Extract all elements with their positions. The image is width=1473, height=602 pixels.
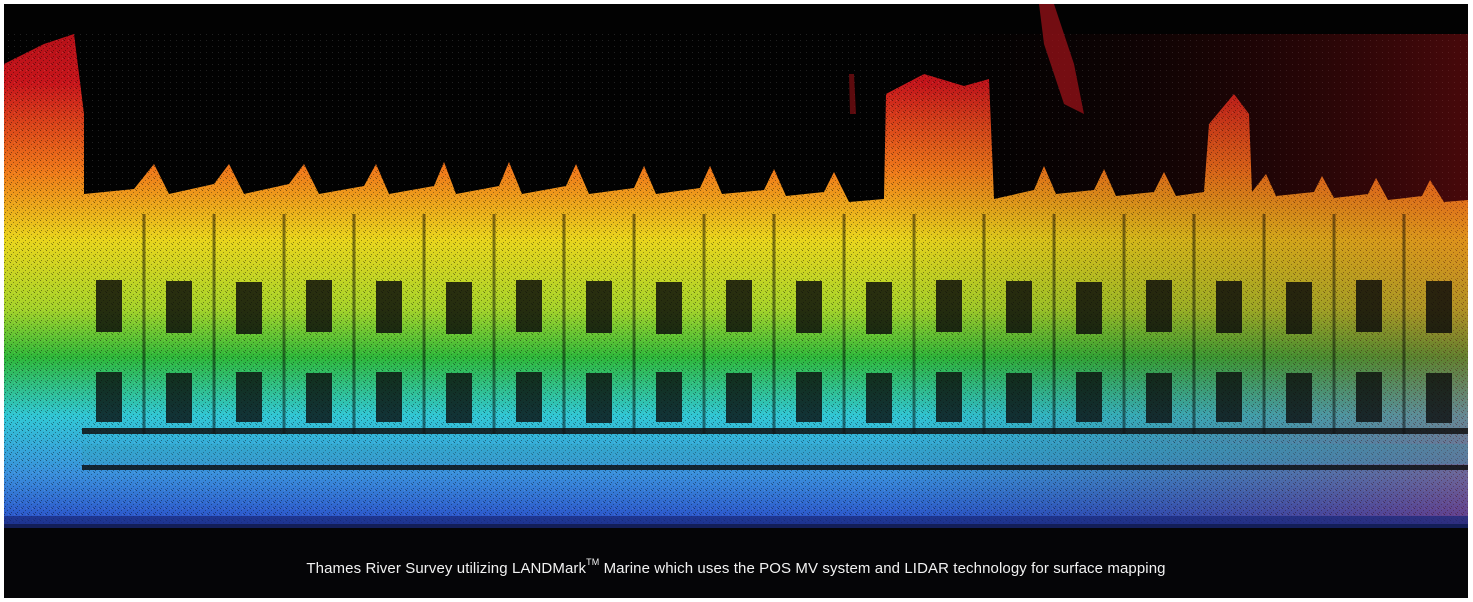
caption-prefix: Thames River Survey utilizing LANDMark — [306, 560, 587, 577]
window — [586, 373, 612, 423]
window — [376, 372, 402, 422]
upper-windows — [96, 280, 1452, 334]
window — [1286, 282, 1312, 334]
window — [586, 281, 612, 333]
window — [516, 280, 542, 332]
window — [236, 372, 262, 422]
window — [1076, 282, 1102, 334]
buttresses — [142, 214, 1406, 434]
window — [936, 372, 962, 422]
window — [726, 280, 752, 332]
window — [1076, 372, 1102, 422]
window — [1216, 281, 1242, 333]
window — [1006, 373, 1032, 423]
window — [236, 282, 262, 334]
window — [516, 372, 542, 422]
window — [1006, 281, 1032, 333]
window — [1146, 280, 1172, 332]
window — [446, 282, 472, 334]
window — [656, 372, 682, 422]
window — [166, 281, 192, 333]
window — [866, 373, 892, 423]
window — [306, 373, 332, 423]
window — [1356, 372, 1382, 422]
window — [306, 280, 332, 332]
window — [1426, 373, 1452, 423]
window — [796, 372, 822, 422]
window — [1146, 373, 1172, 423]
lower-windows — [96, 372, 1452, 423]
window — [1426, 281, 1452, 333]
window — [446, 373, 472, 423]
lidar-point-cloud-image — [4, 4, 1468, 598]
window — [1356, 280, 1382, 332]
window — [726, 373, 752, 423]
window — [656, 282, 682, 334]
photo-frame: Thames River Survey utilizing LANDMarkTM… — [4, 4, 1468, 598]
photo-caption: Thames River Survey utilizing LANDMarkTM… — [4, 557, 1468, 578]
window — [376, 281, 402, 333]
caption-suffix: Marine which uses the POS MV system and … — [599, 560, 1166, 577]
window — [96, 280, 122, 332]
window — [1286, 373, 1312, 423]
caption-trademark: TM — [586, 557, 600, 567]
window — [796, 281, 822, 333]
window — [866, 282, 892, 334]
window — [936, 280, 962, 332]
window — [1216, 372, 1242, 422]
window — [96, 372, 122, 422]
window — [166, 373, 192, 423]
